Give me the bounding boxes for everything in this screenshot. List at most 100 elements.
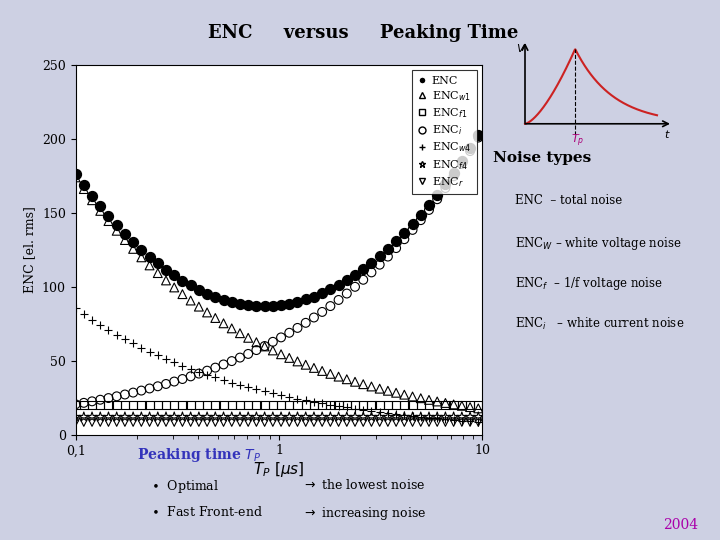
ENC <box>144 252 156 261</box>
ENC$_{w4}$ <box>366 407 377 415</box>
ENC$_{f1}$ <box>423 401 435 409</box>
ENC$_i$ <box>144 384 156 393</box>
ENC$_{f4}$ <box>259 413 271 421</box>
ENC$_{f1}$ <box>94 401 106 409</box>
ENC$_{f4}$ <box>267 413 279 421</box>
ENC$_{w4}$ <box>349 404 361 413</box>
ENC$_{w1}$ <box>374 384 385 393</box>
ENC$_{w1}$ <box>111 226 122 235</box>
ENC$_r$ <box>243 418 254 427</box>
ENC$_{f1}$ <box>316 401 328 409</box>
ENC <box>103 212 114 220</box>
ENC$_{f1}$ <box>300 401 312 409</box>
ENC$_r$ <box>333 418 344 427</box>
ENC$_{w4}$ <box>399 411 410 420</box>
ENC$_{w4}$ <box>94 321 106 329</box>
ENC$_i$ <box>415 216 426 225</box>
ENC <box>374 252 385 260</box>
ENC$_{w1}$ <box>193 302 204 311</box>
ENC$_i$ <box>135 386 147 395</box>
ENC$_{w4}$ <box>423 413 435 422</box>
ENC$_{f4}$ <box>415 413 426 421</box>
ENC$_i$ <box>185 372 197 381</box>
ENC$_{f1}$ <box>456 401 467 409</box>
ENC <box>259 302 271 310</box>
ENC$_{f4}$ <box>308 413 320 421</box>
ENC <box>357 265 369 273</box>
ENC$_{f4}$ <box>357 413 369 421</box>
ENC$_{w1}$ <box>243 334 254 342</box>
ENC$_{f4}$ <box>251 413 262 421</box>
ENC$_r$ <box>135 418 147 427</box>
ENC$_{f1}$ <box>308 401 320 409</box>
ENC$_{f1}$ <box>202 401 213 409</box>
ENC$_{w4}$ <box>316 399 328 408</box>
ENC <box>111 221 122 230</box>
ENC$_{w4}$ <box>382 409 394 417</box>
ENC <box>127 238 139 246</box>
Text: $T_p$: $T_p$ <box>571 133 585 149</box>
Text: $\rightarrow$ increasing noise: $\rightarrow$ increasing noise <box>302 505 427 522</box>
ENC$_i$ <box>94 395 106 404</box>
ENC$_i$ <box>456 160 467 168</box>
ENC$_{f4}$ <box>217 413 229 421</box>
ENC$_{f1}$ <box>217 401 229 409</box>
ENC$_{f4}$ <box>70 413 81 421</box>
ENC$_{w1}$ <box>292 357 303 366</box>
ENC$_i$ <box>349 282 361 291</box>
ENC <box>267 301 279 310</box>
ENC$_{f1}$ <box>382 401 394 409</box>
ENC$_{w1}$ <box>407 392 418 401</box>
ENC$_{f1}$ <box>440 401 451 409</box>
ENC$_{w4}$ <box>168 358 180 367</box>
ENC$_i$ <box>300 319 312 327</box>
ENC$_r$ <box>161 418 172 427</box>
ENC$_{f1}$ <box>168 401 180 409</box>
ENC <box>333 281 344 289</box>
ENC$_{w1}$ <box>341 375 353 383</box>
ENC$_{f1}$ <box>292 401 303 409</box>
ENC$_{w4}$ <box>415 413 426 421</box>
ENC$_r$ <box>349 418 361 427</box>
ENC$_{w1}$ <box>415 394 426 402</box>
ENC$_r$ <box>234 418 246 427</box>
ENC$_{w4}$ <box>103 326 114 334</box>
ENC <box>161 265 172 274</box>
ENC$_{f1}$ <box>70 401 81 409</box>
ENC$_{w1}$ <box>161 276 172 285</box>
ENC <box>243 301 254 309</box>
ENC$_{f4}$ <box>243 413 254 421</box>
ENC$_i$ <box>390 244 402 252</box>
ENC$_{f4}$ <box>382 413 394 421</box>
ENC$_r$ <box>382 418 394 427</box>
ENC$_{w1}$ <box>357 380 369 388</box>
ENC$_r$ <box>226 418 238 427</box>
ENC <box>399 228 410 237</box>
ENC <box>472 131 484 139</box>
ENC$_{w1}$ <box>176 290 188 299</box>
ENC$_{w1}$ <box>202 308 213 317</box>
ENC$_r$ <box>267 418 279 427</box>
ENC$_r$ <box>390 418 402 427</box>
ENC$_{w4}$ <box>135 343 147 352</box>
ENC <box>464 144 476 152</box>
ENC$_i$ <box>357 275 369 284</box>
ENC$_{f1}$ <box>119 401 130 409</box>
ENC <box>119 230 130 238</box>
ENC$_r$ <box>440 418 451 427</box>
ENC$_r$ <box>193 418 204 427</box>
Text: ENC$_f$  – 1/f voltage noise: ENC$_f$ – 1/f voltage noise <box>515 275 663 292</box>
ENC <box>440 180 451 188</box>
ENC$_r$ <box>300 418 312 427</box>
ENC$_{f4}$ <box>275 413 287 421</box>
ENC$_r$ <box>366 418 377 427</box>
ENC$_{f4}$ <box>399 413 410 421</box>
ENC <box>234 300 246 308</box>
ENC$_{w4}$ <box>217 376 229 384</box>
ENC$_{f4}$ <box>152 413 163 421</box>
ENC$_r$ <box>168 418 180 427</box>
ENC$_{w4}$ <box>243 383 254 391</box>
ENC$_i$ <box>103 394 114 402</box>
ENC$_{f4}$ <box>456 413 467 421</box>
ENC$_r$ <box>78 418 89 427</box>
